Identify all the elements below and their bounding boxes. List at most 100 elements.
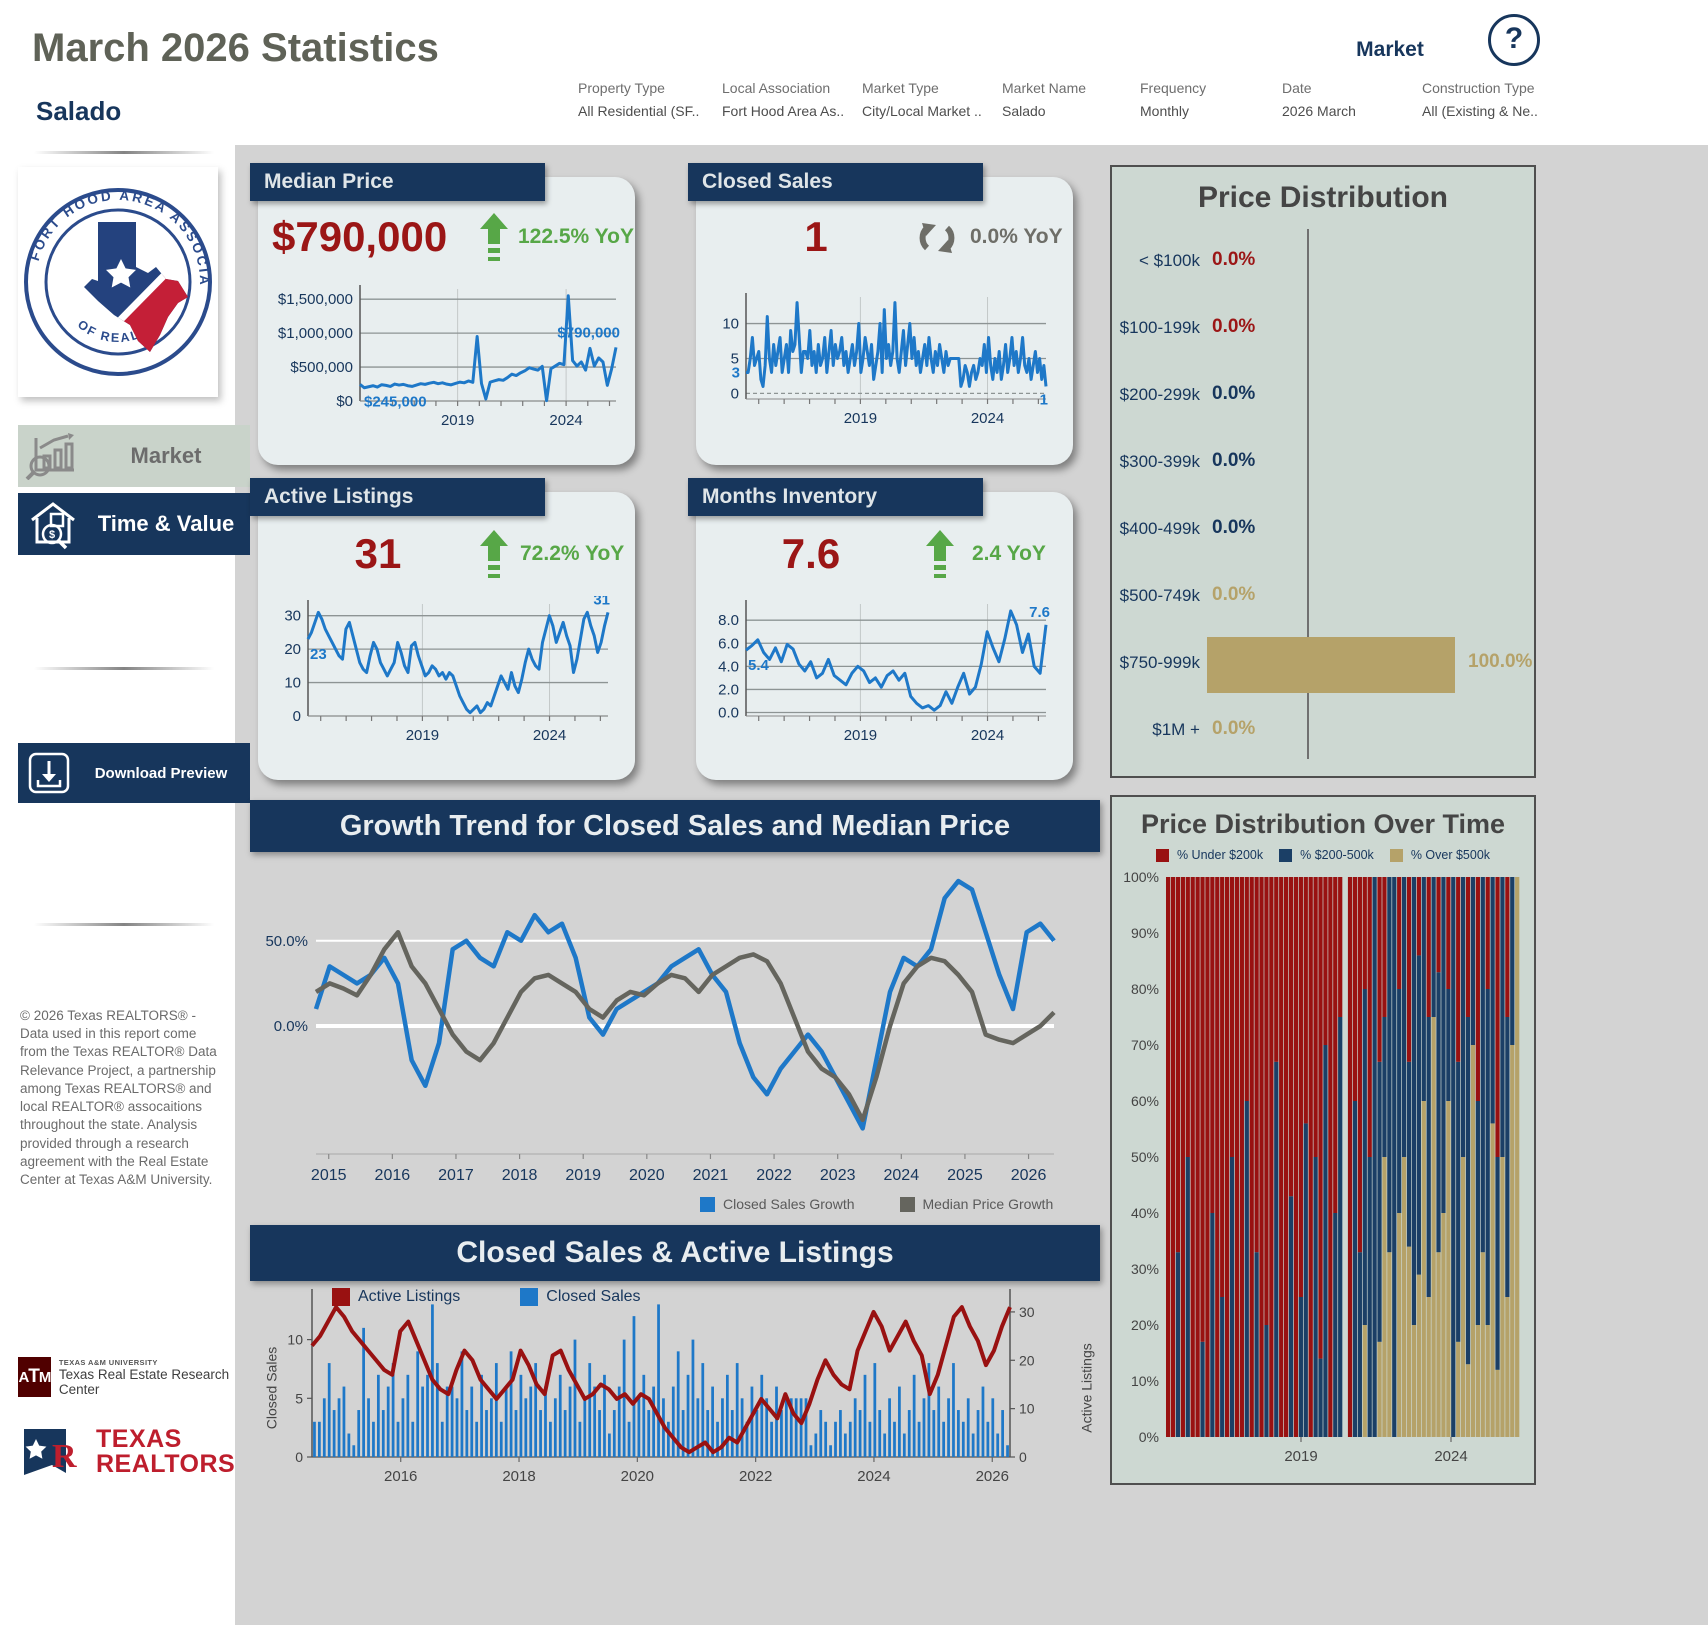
up-arrow-icon [480, 213, 508, 261]
svg-text:2024: 2024 [857, 1468, 890, 1485]
svg-text:2019: 2019 [565, 1167, 601, 1184]
price-distribution-rows: < $100k 0.0% $100-199k 0.0% $200-299k 0.0% $30… [1112, 229, 1534, 765]
growth-trend-title: Growth Trend for Closed Sales and Median… [250, 800, 1100, 852]
filter-value[interactable]: City/Local Market .. [862, 103, 982, 119]
header: March 2026 Statistics Salado Market ? Pr… [0, 0, 1708, 145]
legend-under-200k: % Under $200k [1155, 848, 1263, 862]
sidebar-item-market[interactable]: Market [18, 425, 250, 487]
filter-label: Local Association [722, 80, 831, 96]
divider [34, 667, 214, 670]
svg-text:60%: 60% [1131, 1093, 1159, 1109]
svg-text:2022: 2022 [756, 1167, 792, 1184]
pd-value-label: 0.0% [1212, 450, 1256, 471]
sidebar-item-time-value[interactable]: $ Time & Value [18, 493, 250, 555]
legend-label: Closed Sales Growth [723, 1196, 855, 1212]
growth-trend-chart: 0.0% 50.0% 2015 2016 2017 2018 2019 2020 2021 202… [265, 878, 1056, 1184]
help-icon[interactable]: ? [1488, 14, 1540, 66]
pd-value-label: 0.0% [1212, 517, 1256, 538]
legend-label: % Over $500k [1410, 848, 1491, 862]
svg-text:3: 3 [732, 364, 740, 381]
svg-text:23: 23 [310, 646, 327, 663]
pd-category-label: $100-199k [1119, 318, 1200, 337]
legend-swatch [1389, 848, 1403, 862]
svg-text:2016: 2016 [375, 1167, 411, 1184]
svg-text:8.0: 8.0 [718, 612, 739, 629]
median-price-yoy: 122.5% YoY [518, 225, 634, 248]
pd-row: $100-199k 0.0% [1112, 296, 1534, 363]
svg-text:30%: 30% [1131, 1261, 1159, 1277]
svg-text:10: 10 [722, 316, 739, 333]
tamu-mark-icon: ATM [18, 1357, 51, 1397]
svg-text:2021: 2021 [693, 1167, 729, 1184]
closed-sales-card: 1 0.0% YoY 0 5 10 2019 2024 3 1 [696, 177, 1073, 465]
svg-text:50%: 50% [1131, 1149, 1159, 1165]
filter-frequency[interactable]: Frequency Monthly [1140, 80, 1290, 119]
legend-over-500k: % Over $500k [1389, 848, 1491, 862]
pd-category-label: $500-749k [1119, 586, 1200, 605]
page-title: March 2026 Statistics [32, 26, 439, 70]
filter-market-name[interactable]: Market Name Salado [1002, 80, 1152, 119]
market-chart-icon [25, 433, 74, 480]
median-price-value: $790,000 [272, 213, 448, 260]
svg-text:2016: 2016 [384, 1468, 417, 1485]
filter-value[interactable]: All (Existing & Ne.. [1422, 103, 1538, 119]
svg-text:5: 5 [731, 350, 739, 367]
filter-value[interactable]: 2026 March [1282, 103, 1356, 119]
pd-row: $1M + 0.0% [1112, 698, 1534, 765]
svg-text:2019: 2019 [441, 412, 474, 429]
filter-date[interactable]: Date 2026 March [1282, 80, 1432, 119]
svg-text:2024: 2024 [884, 1167, 920, 1184]
pd-value-label: 0.0% [1212, 383, 1256, 404]
median-price-sparkline: $0 $500,000 $1,000,000 $1,500,000 2019 2024 $2… [278, 285, 620, 429]
tamu-line1: TEXAS A&M UNIVERSITY [58, 1357, 158, 1367]
filter-value[interactable]: All Residential (SF.. [578, 103, 700, 119]
pd-category-label: $200-299k [1119, 385, 1200, 404]
tamu-line2: Texas Real Estate Research Center [58, 1366, 230, 1397]
filter-value[interactable]: Salado [1002, 103, 1046, 119]
filter-construction-type[interactable]: Construction Type All (Existing & Ne.. [1422, 80, 1572, 119]
filter-property-type[interactable]: Property Type All Residential (SF.. [578, 80, 728, 119]
legend-median-price-growth: Median Price Growth [899, 1196, 1053, 1212]
active-listings-yoy: 72.2% YoY [520, 542, 625, 565]
closed-sales-sparkline: 0 5 10 2019 2024 3 1 [722, 293, 1048, 427]
pd-value-label: 0.0% [1212, 584, 1256, 605]
price-distribution-panel: Price Distribution < $100k 0.0% $100-199k 0… [1110, 165, 1536, 778]
up-arrow-icon [926, 530, 954, 578]
svg-text:2.0: 2.0 [718, 681, 739, 698]
legend-closed-sales-growth: Closed Sales Growth [700, 1196, 855, 1212]
filter-label: Market Name [1002, 80, 1087, 96]
svg-text:$1,500,000: $1,500,000 [278, 291, 353, 308]
filter-value[interactable]: Fort Hood Area As.. [722, 103, 845, 119]
filter-value[interactable]: Monthly [1140, 103, 1190, 119]
filter-market-type[interactable]: Market Type City/Local Market .. [862, 80, 1012, 119]
svg-text:2020: 2020 [621, 1468, 654, 1485]
filter-local-association[interactable]: Local Association Fort Hood Area As.. [722, 80, 872, 119]
legend-label: Active Listings [358, 1288, 461, 1305]
pd-category-label: $1M + [1152, 720, 1200, 739]
svg-text:R: R [52, 1438, 77, 1475]
pd-row: $300-399k 0.0% [1112, 430, 1534, 497]
svg-text:2019: 2019 [406, 727, 439, 744]
up-arrow-icon [480, 530, 508, 578]
svg-text:2025: 2025 [947, 1167, 983, 1184]
legend-swatch [520, 1288, 539, 1306]
svg-text:2024: 2024 [971, 727, 1004, 744]
legend-closed-sales: Closed Sales [520, 1288, 641, 1306]
svg-text:6.0: 6.0 [718, 635, 739, 652]
download-preview-button[interactable]: Download Preview [18, 743, 250, 803]
view-label: Market [1356, 38, 1424, 61]
divider [34, 151, 214, 154]
closed-sales-value: 1 [804, 213, 828, 260]
legend-200-500k: % $200-500k [1279, 848, 1374, 862]
sidebar: FORT HOOD AREA ASSOCIATION OF REALTORS® [0, 145, 250, 1625]
svg-text:5: 5 [295, 1390, 303, 1406]
svg-text:4.0: 4.0 [718, 658, 739, 675]
price-distribution-over-time-panel: Price Distribution Over Time % Under $20… [1110, 795, 1536, 1485]
pd-category-label: $750-999k [1119, 653, 1200, 672]
legend-active-listings: Active Listings [332, 1288, 460, 1306]
svg-text:2024: 2024 [549, 412, 582, 429]
pd-value-label: 100.0% [1468, 651, 1533, 672]
texas-realtors-logo: R TEXAS REALTORS [22, 1423, 235, 1481]
svg-text:100%: 100% [1123, 869, 1159, 885]
legend-swatch [700, 1196, 715, 1212]
